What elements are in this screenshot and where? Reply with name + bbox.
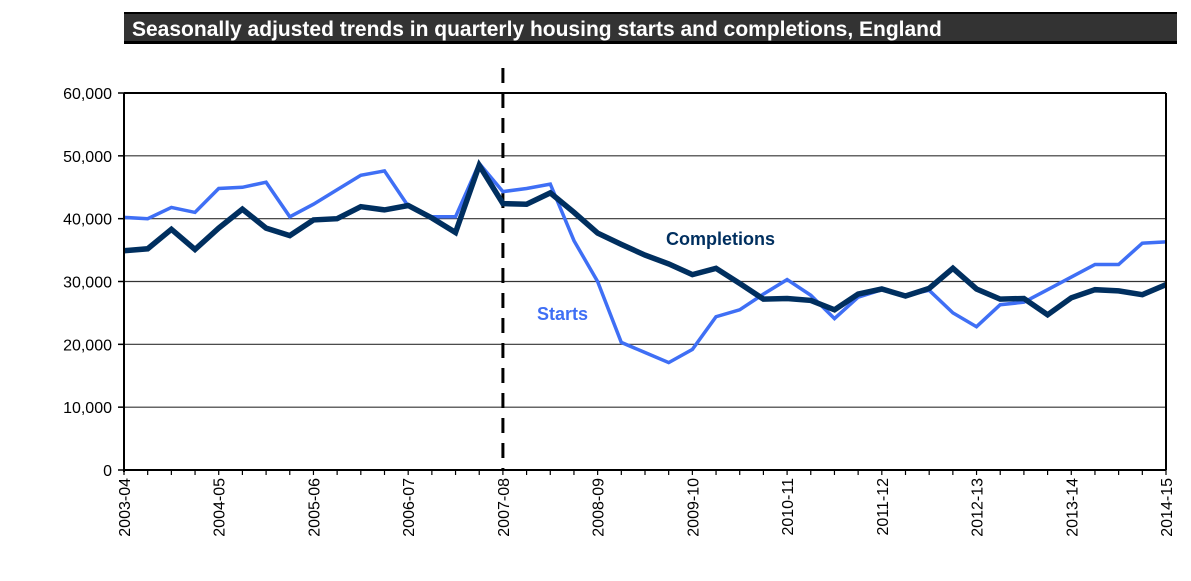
y-tick-label: 10,000 bbox=[63, 400, 112, 417]
y-tick-label: 30,000 bbox=[63, 275, 112, 292]
y-tick-label: 40,000 bbox=[63, 212, 112, 229]
plot-frame bbox=[123, 92, 1167, 472]
starts-line bbox=[123, 160, 1167, 365]
completions-label: Completions bbox=[666, 229, 775, 249]
x-tick-label: 2005-06 bbox=[306, 478, 323, 537]
x-tick-label: 2003-04 bbox=[117, 478, 134, 537]
completions-line bbox=[123, 158, 1168, 319]
x-tick-label: 2012-13 bbox=[970, 478, 987, 537]
x-tick-label: 2008-09 bbox=[591, 478, 608, 537]
x-tick-label: 2010-11 bbox=[780, 478, 797, 536]
x-tick-label: 2014-15 bbox=[1159, 478, 1176, 537]
y-tick-label: 0 bbox=[103, 463, 112, 480]
starts-label: Starts bbox=[537, 304, 588, 324]
x-tick-label: 2004-05 bbox=[212, 478, 229, 537]
x-tick-label: 2006-07 bbox=[401, 478, 418, 537]
y-tick-label: 60,000 bbox=[63, 86, 112, 103]
chart-title: Seasonally adjusted trends in quarterly … bbox=[124, 12, 1177, 44]
x-axis: 2003-04 2004-05 2005-06 2006-07 2007-08 2008-… bbox=[117, 470, 1176, 537]
series-lines bbox=[123, 68, 1168, 470]
gridlines bbox=[124, 155, 1166, 408]
y-axis: 0 10,000 20,000 30,000 40,000 50,000 60,000 bbox=[63, 86, 124, 480]
y-tick-label: 20,000 bbox=[63, 337, 112, 354]
x-tick-label: 2007-08 bbox=[496, 478, 513, 537]
x-tick-label: 2009-10 bbox=[685, 478, 702, 537]
x-tick-label: 2013-14 bbox=[1064, 478, 1081, 537]
y-tick-label: 50,000 bbox=[63, 149, 112, 166]
x-tick-label: 2011-12 bbox=[875, 478, 892, 536]
